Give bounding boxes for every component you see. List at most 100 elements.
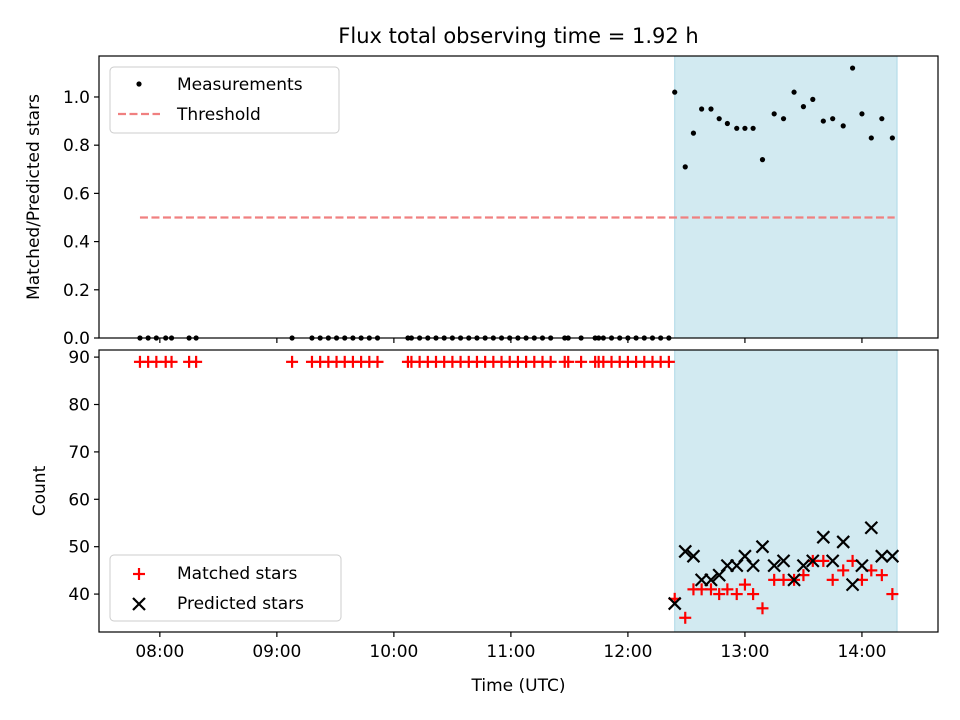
bottom-series-1 — [667, 520, 900, 611]
matched-stars-point — [817, 554, 830, 567]
matched-stars-point — [662, 355, 675, 368]
measurement-point — [716, 116, 722, 122]
predicted-stars-point — [686, 549, 701, 563]
predicted-stars-point — [855, 558, 869, 573]
top-y-tick-label: 1.0 — [63, 88, 90, 108]
bottom-y-tick-label: 50 — [68, 538, 90, 558]
legend-measurements-marker — [136, 81, 142, 87]
measurement-point — [859, 111, 865, 117]
measurement-point — [750, 125, 756, 131]
measurement-point — [840, 123, 846, 129]
measurement-point — [690, 130, 697, 136]
measurement-point — [791, 89, 797, 95]
bottom-panel-ylabel: Count — [30, 465, 50, 516]
measurement-point — [699, 106, 705, 112]
legend-measurements-label: Measurements — [177, 75, 303, 95]
predicted-stars-point — [825, 554, 840, 568]
matched-stars-point — [875, 569, 888, 582]
chart-title: Flux total observing time = 1.92 h — [338, 24, 698, 48]
bottom-y-tick-label: 60 — [68, 490, 90, 510]
x-tick-label: 13:00 — [720, 642, 769, 662]
measurement-point — [672, 89, 678, 95]
matched-stars-point — [738, 578, 751, 591]
predicted-stars-point — [746, 558, 760, 573]
matched-stars-point — [837, 564, 850, 577]
x-tick-label: 12:00 — [603, 642, 652, 662]
x-axis-label: Time (UTC) — [471, 676, 566, 696]
x-tick-label: 09:00 — [252, 642, 301, 662]
matched-stars-point — [575, 355, 588, 368]
measurement-point — [820, 118, 826, 124]
predicted-stars-point — [816, 530, 831, 544]
top-y-tick-label: 0.2 — [63, 281, 90, 301]
legend-matched-label: Matched stars — [177, 564, 297, 584]
top-panel: 0.0 0.2 0.4 0.6 0.8 1.0 Matched/Predicted sta… — [24, 55, 939, 349]
measurement-point — [849, 65, 856, 71]
predicted-stars-point — [767, 558, 781, 573]
top-y-tick-label: 0.8 — [63, 136, 90, 156]
matched-stars-point — [886, 588, 899, 601]
predicted-stars-point — [806, 554, 820, 568]
x-tick-label: 08:00 — [135, 642, 184, 662]
predicted-stars-point — [755, 539, 770, 554]
measurement-point — [810, 96, 816, 102]
bottom-legend-box — [109, 554, 342, 622]
bottom-y-tick-label: 80 — [68, 396, 90, 416]
predicted-stars-point — [796, 558, 811, 573]
measurement-point — [879, 116, 885, 122]
measurement-point — [708, 106, 714, 112]
measurement-point — [830, 116, 836, 122]
bottom-panel-frame — [98, 349, 939, 633]
bottom-y-tick-label: 90 — [68, 348, 90, 368]
legend-predicted-marker — [132, 597, 146, 611]
predicted-stars-point — [787, 573, 801, 587]
measurement-point — [759, 157, 766, 163]
x-tick-label: 11:00 — [486, 642, 535, 662]
matched-stars-point — [562, 355, 575, 368]
measurement-point — [800, 104, 807, 110]
x-tick-label: 10:00 — [369, 642, 418, 662]
predicted-stars-point — [667, 596, 682, 611]
measurement-point — [734, 125, 740, 131]
top-legend: Measurements Threshold — [109, 66, 340, 134]
matched-stars-point — [730, 588, 743, 601]
matched-stars-point — [286, 355, 299, 368]
matched-stars-point — [756, 602, 769, 615]
legend-threshold-label: Threshold — [176, 105, 261, 125]
predicted-stars-point — [704, 573, 718, 587]
matched-stars-point — [747, 588, 760, 601]
top-y-tick-label: 0.6 — [63, 184, 90, 204]
top-panel-ylabel: Matched/Predicted stars — [24, 94, 44, 300]
top-y-tick-label: 0.4 — [63, 233, 90, 253]
top-panel-frame — [98, 55, 939, 339]
legend-predicted-label: Predicted stars — [177, 594, 304, 614]
predicted-stars-point — [845, 577, 860, 592]
measurement-point — [780, 116, 787, 122]
predicted-stars-point — [864, 520, 879, 535]
top-y-tick-label: 0.0 — [63, 329, 90, 349]
measurement-point — [771, 111, 777, 117]
legend-matched-marker — [133, 568, 145, 580]
matched-stars-point — [713, 588, 726, 601]
predicted-stars-point — [776, 554, 791, 568]
measurement-point — [868, 135, 874, 141]
matched-stars-point — [544, 355, 557, 368]
matched-stars-point — [679, 611, 692, 624]
measurement-point — [742, 125, 748, 131]
matched-stars-point — [371, 355, 384, 368]
matched-stars-point — [165, 355, 178, 368]
top-shaded-region — [674, 55, 898, 339]
matched-stars-point — [826, 573, 839, 586]
predicted-stars-point — [875, 549, 889, 563]
bottom-y-tick-label: 70 — [68, 443, 90, 463]
matched-stars-point — [190, 355, 203, 368]
bottom-y-tick-label: 40 — [68, 585, 90, 605]
measurement-point — [889, 135, 895, 141]
bottom-panel: 40 50 60 70 80 90 08:00 09:00 10:00 11:00 12:00 13:… — [30, 348, 939, 696]
predicted-stars-point — [885, 549, 900, 563]
bottom-legend: Matched stars Predicted stars — [109, 554, 342, 622]
matched-stars-point — [721, 583, 734, 596]
measurement-point — [724, 120, 730, 127]
matched-stars-point — [777, 573, 790, 586]
